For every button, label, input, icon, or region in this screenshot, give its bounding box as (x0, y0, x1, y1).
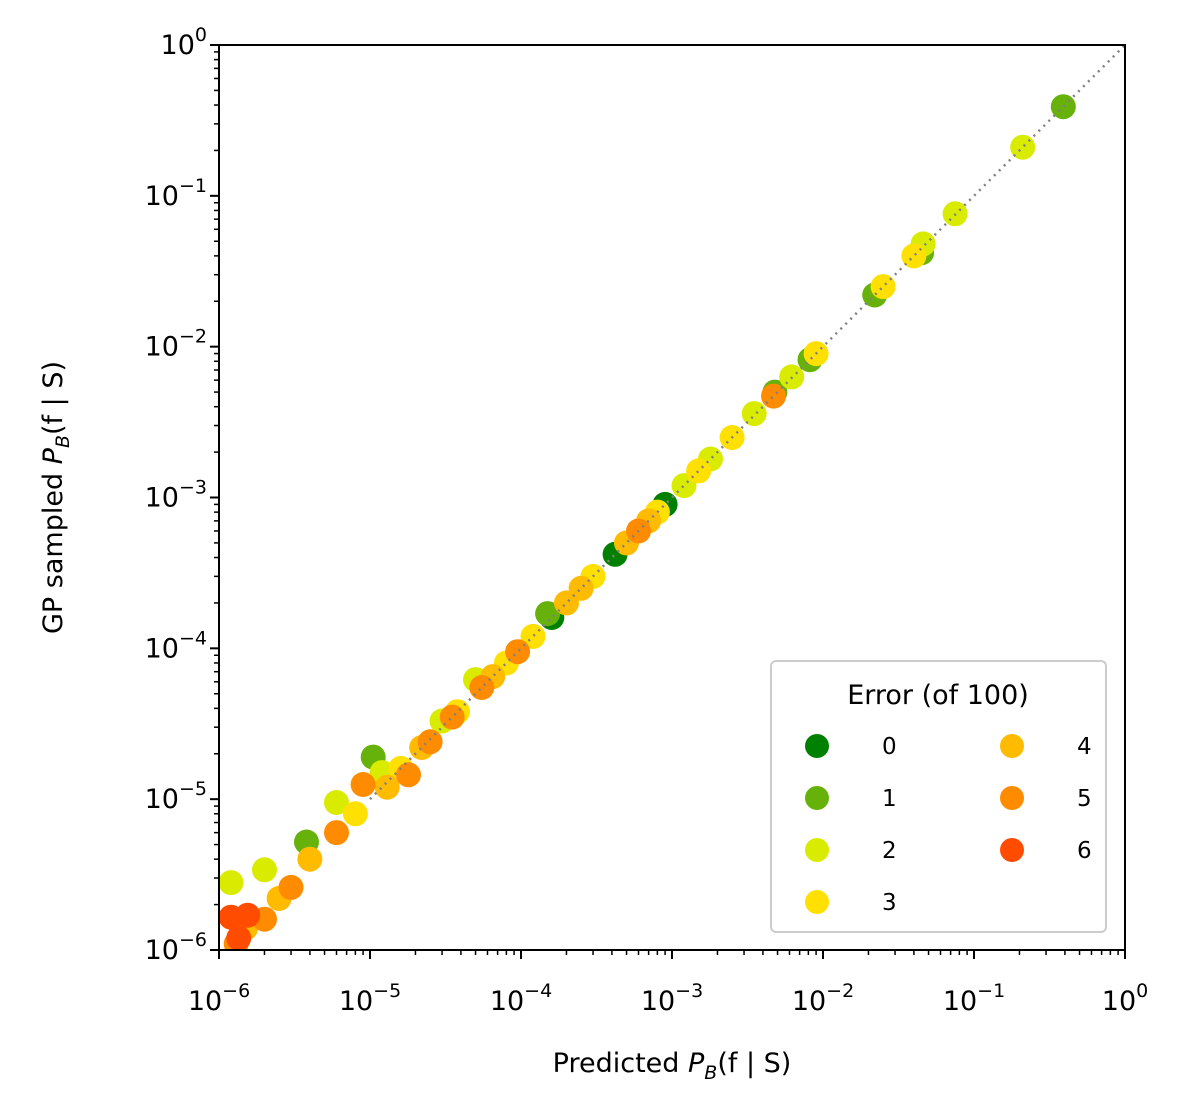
data-point-error-2 (324, 790, 349, 815)
y-tick-label: 10−3 (145, 477, 207, 514)
x-tick-label: 10−2 (792, 980, 854, 1017)
x-tick-label: 10−6 (188, 980, 250, 1017)
data-point-error-4 (554, 590, 579, 616)
data-point-error-5 (469, 675, 495, 700)
legend-box (770, 660, 1107, 933)
y-tick-label: 10−6 (145, 929, 207, 966)
x-axis-label-prefix: Predicted (553, 1048, 688, 1079)
data-point-error-6 (235, 902, 261, 928)
y-tick-label: 10−4 (145, 627, 207, 664)
legend-label-5: 5 (1077, 786, 1092, 812)
x-axis-label: Predicted PB(f | S) (553, 1048, 792, 1084)
y-tick-label: 10−1 (145, 175, 207, 212)
x-tick-label: 10−1 (943, 980, 1005, 1017)
legend-entries: 0 1 2 3 4 5 6 (805, 734, 1092, 916)
legend-title: Error (of 100) (847, 680, 1029, 711)
legend-marker-5 (1000, 786, 1024, 810)
data-point-error-4 (297, 846, 323, 872)
legend-marker-0 (805, 734, 829, 758)
legend-marker-6 (1000, 838, 1024, 862)
legend-marker-2 (805, 838, 829, 862)
x-tick-label: 10−3 (641, 980, 703, 1017)
legend-label-3: 3 (882, 890, 897, 916)
legend-label-2: 2 (882, 838, 897, 864)
data-point-error-5 (396, 762, 421, 788)
x-axis-label-args: (f | S) (717, 1048, 791, 1079)
plot-frame (218, 44, 1126, 951)
data-point-error-1 (535, 601, 561, 627)
data-point-error-5 (439, 704, 465, 730)
x-tick-label: 100 (1102, 980, 1148, 1017)
data-point-error-5 (350, 772, 376, 797)
tick-labels: 10−6 10−5 10−4 10−3 10−2 10−1 100 10−6 10−5 10−4 1… (145, 24, 1149, 1017)
x-axis-label-symbol: P (688, 1048, 705, 1079)
legend-label-1: 1 (882, 786, 897, 812)
y-axis-label-symbol: P (38, 447, 69, 464)
data-point-error-5 (278, 874, 304, 900)
data-point-error-5 (324, 820, 349, 846)
legend-label-6: 6 (1077, 838, 1092, 864)
data-point-error-3 (342, 801, 368, 827)
reference-line (369, 44, 1126, 801)
legend: Error (of 100) 0 1 2 3 4 5 6 (770, 660, 1107, 933)
data-point-error-2 (252, 857, 277, 883)
x-tick-label: 10−4 (490, 980, 552, 1017)
y-axis-label-sub: B (52, 435, 74, 448)
y-tick-label: 10−2 (145, 326, 207, 363)
data-point-error-2 (741, 401, 767, 427)
data-point-error-4 (374, 774, 400, 800)
legend-label-4: 4 (1077, 734, 1092, 760)
legend-marker-1 (805, 786, 829, 810)
y-axis-label: GP sampled PB(f | S) (38, 361, 74, 634)
x-tick-label: 10−5 (339, 980, 401, 1017)
data-point-error-5 (417, 729, 443, 755)
legend-label-0: 0 (882, 734, 897, 760)
legend-marker-4 (1000, 734, 1024, 758)
data-point-error-2 (219, 870, 244, 896)
x-axis-label-sub: B (704, 1062, 717, 1084)
data-point-error-3 (870, 274, 896, 300)
data-point-error-6 (226, 925, 252, 950)
y-axis-label-prefix: GP sampled (38, 464, 69, 634)
legend-marker-3 (805, 890, 829, 914)
y-axis-label-args: (f | S) (38, 361, 69, 435)
y-tick-label: 100 (161, 24, 207, 61)
y-tick-label: 10−5 (145, 778, 207, 815)
